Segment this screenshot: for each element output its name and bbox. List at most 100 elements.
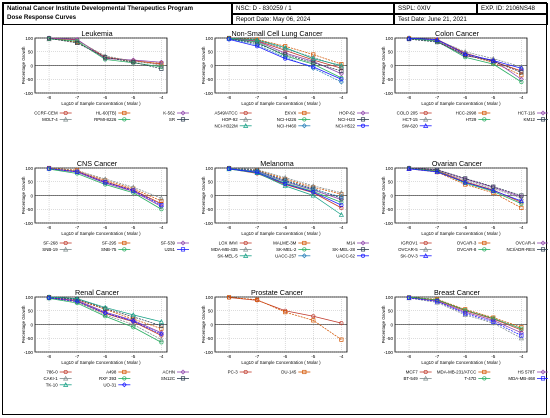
legend-item-nci-h322m: NCI-H322M	[214, 123, 252, 128]
data-point-uacc-257	[254, 168, 260, 174]
legend-marker	[180, 247, 186, 252]
data-point-snb-75	[131, 190, 136, 195]
panel-ovarian-cancer: Ovarian Cancer 100 50 0 -50 -100 -8 -7 -6 -5 -4 Log…	[381, 159, 548, 258]
series-line-achn	[49, 297, 162, 334]
data-point-bt-549	[434, 299, 440, 305]
data-point-snb-19	[158, 195, 164, 201]
data-point-hop-62	[338, 71, 344, 77]
legend-marker	[423, 240, 428, 246]
legend-marker	[482, 110, 487, 116]
y-axis-label: Percentage Growth	[201, 176, 206, 214]
data-point-sw-620	[462, 51, 468, 56]
data-point-uo-31	[46, 295, 52, 301]
legend-marker	[423, 110, 428, 116]
x-tick-label: -5	[311, 354, 316, 359]
series-nci-h522	[226, 37, 344, 82]
x-tick-label: -6	[103, 354, 108, 359]
data-point-hct-15	[518, 64, 524, 69]
series-line-mda-mb-468	[408, 297, 522, 336]
y-tick-label: 50	[208, 50, 214, 55]
data-point-rpmi-8226	[103, 57, 108, 62]
legend-label: OVCAR-5	[398, 247, 418, 252]
legend-label: NCI-H23	[338, 117, 356, 122]
legend-marker	[180, 369, 186, 375]
data-point-uacc-62	[339, 203, 344, 208]
legend-item-sk-ov-3: SK-OV-3	[400, 253, 432, 258]
legend-label: MALME-3M	[273, 241, 297, 246]
legend-item-snb-75: SNB-75	[101, 247, 131, 252]
x-tick-label: -4	[159, 354, 164, 359]
series-line-uacc-62	[228, 168, 342, 206]
legend-marker	[122, 110, 127, 116]
legend-marker	[302, 369, 307, 375]
y-tick-label: 100	[25, 166, 33, 171]
data-point-sw-620	[406, 35, 412, 41]
data-point-caki-1	[130, 321, 136, 327]
legend-label: T-47D	[464, 376, 476, 381]
x-axis-label: Log10 of Sample Concentration ( Molar )	[61, 360, 141, 365]
x-tick-label: -8	[47, 225, 52, 230]
data-point-uacc-257	[310, 186, 316, 192]
data-point-tk-10	[74, 295, 80, 301]
legend-label: SN12C	[161, 376, 175, 381]
x-axis-label: Log10 of Sample Concentration ( Molar )	[241, 360, 321, 365]
legend-item-hop-62: HOP-62	[339, 110, 369, 116]
x-tick-label: -8	[47, 95, 52, 100]
legend-marker	[243, 369, 248, 375]
exp-id-cell	[477, 3, 548, 14]
series-line-snb-75	[48, 168, 162, 210]
legend-label: OVCAR-4	[515, 241, 535, 246]
data-point-du-145	[226, 295, 232, 300]
legend-item-786-0: 786-0	[46, 369, 72, 375]
x-tick-label: -8	[227, 354, 232, 359]
series-line-uo-31	[48, 297, 162, 335]
x-tick-label: -7	[75, 225, 80, 230]
y-axis-label: Percentage Growth	[381, 176, 386, 214]
y-tick-label: 0	[210, 193, 213, 198]
panel-renal-cancer: Renal Cancer 100 50 0 -50 -100 -8 -7 -6 -5 -4 Log10…	[21, 288, 189, 387]
y-tick-label: -50	[26, 77, 33, 82]
legend-label: SK-OV-3	[400, 253, 418, 258]
legend-item-sf-295: SF-295	[102, 241, 131, 246]
legend-marker	[243, 116, 249, 122]
legend-label: HS 578T	[518, 370, 536, 375]
data-point-sk-ov-3	[462, 179, 468, 185]
legend-item-lox-imvi: LOX IMVI	[219, 241, 252, 246]
legend-marker	[63, 369, 68, 375]
legend-marker	[360, 240, 366, 246]
x-tick-label: -6	[463, 95, 468, 100]
legend-item-ovcar-4: OVCAR-4	[515, 240, 548, 246]
legend-item-ht29: HT29	[466, 117, 491, 122]
legend-item-sk-mel-5: SK-MEL-5	[217, 253, 252, 258]
y-tick-label: 0	[30, 322, 33, 327]
data-point-sk-mel-28	[339, 196, 344, 201]
data-point-nci-h522	[255, 44, 260, 49]
data-point-sk-mel-2	[339, 200, 344, 205]
series-line-bt-549	[408, 297, 522, 339]
x-tick-label: -5	[311, 95, 316, 100]
data-point-hs-578t	[518, 330, 524, 336]
legend-item-k-562: K-562	[163, 110, 189, 116]
series-line-caki-1	[48, 297, 162, 340]
data-point-uacc-257	[282, 178, 288, 184]
series-du-145	[226, 295, 344, 342]
legend-marker	[180, 117, 186, 122]
legend-marker	[540, 376, 546, 381]
data-point-u251	[103, 180, 108, 185]
legend-item-hct-116: HCT-116	[518, 110, 548, 116]
data-point-uacc-62	[283, 181, 288, 187]
data-point-nci-h322m	[338, 62, 344, 68]
series-line-sn12c	[49, 296, 162, 327]
legend-item-sk-mel-2: SK-MEL-2	[276, 247, 311, 252]
legend-item-uo-31: UO-31	[103, 382, 131, 387]
x-tick-label: -5	[491, 225, 496, 230]
y-tick-label: -50	[26, 336, 33, 341]
y-tick-label: 100	[25, 36, 33, 41]
legend-label: NCI-H522	[335, 123, 355, 128]
legend-item-hop-92: HOP-92	[222, 116, 252, 122]
y-tick-label: -50	[386, 77, 393, 82]
series-line-nci-h322m	[229, 37, 342, 66]
data-point-mda-mb-468	[519, 333, 524, 338]
data-point-sw-620	[434, 36, 440, 42]
